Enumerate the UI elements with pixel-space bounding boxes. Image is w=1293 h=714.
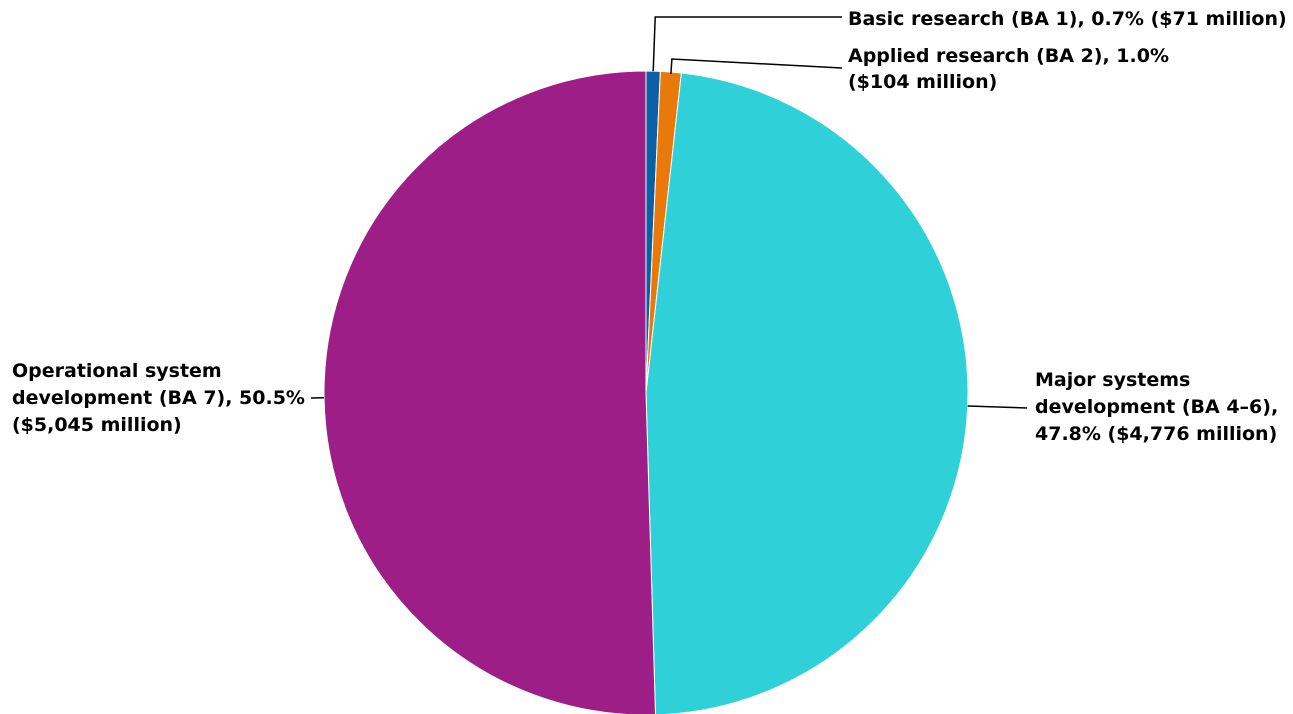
label-operational-system: Operational system development (BA 7), 50… (12, 360, 305, 436)
leader-major-systems (967, 405, 1028, 409)
leader-applied-research (670, 58, 843, 75)
label-line: development (BA 4–6), (1035, 396, 1278, 418)
pie-slices (323, 70, 969, 714)
label-line: development (BA 7), 50.5% (12, 387, 305, 409)
label-line: Operational system (12, 360, 222, 382)
slice-labels: Basic research (BA 1), 0.7% ($71 million… (12, 8, 1287, 445)
label-line: ($5,045 million) (12, 414, 182, 436)
leader-lines (310, 16, 1028, 409)
label-line: Applied research (BA 2), 1.0% (848, 45, 1169, 67)
label-applied-research: Applied research (BA 2), 1.0% ($104 milli… (848, 45, 1169, 93)
slice-operational-system (323, 70, 656, 714)
slice-major-systems (645, 72, 969, 714)
label-basic-research: Basic research (BA 1), 0.7% ($71 million… (848, 8, 1287, 30)
label-line: ($104 million) (848, 71, 997, 93)
label-line: 47.8% ($4,776 million) (1035, 423, 1277, 445)
label-line: Basic research (BA 1), 0.7% ($71 million… (848, 8, 1287, 30)
label-major-systems: Major systems development (BA 4–6), 47.8% … (1035, 369, 1278, 445)
label-line: Major systems (1035, 369, 1190, 391)
leader-basic-research (652, 16, 842, 72)
